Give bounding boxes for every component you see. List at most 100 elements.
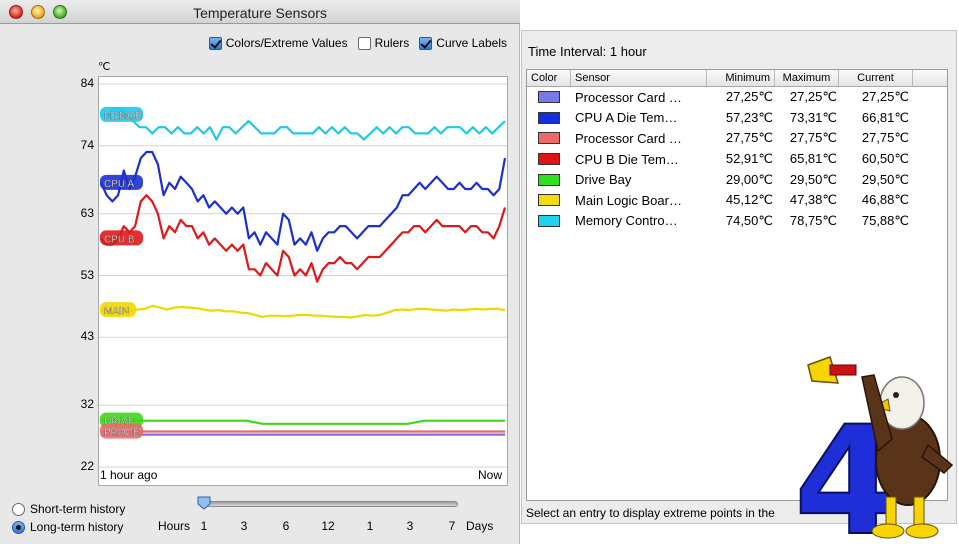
close-button[interactable] — [9, 5, 23, 19]
rulers-checkbox[interactable] — [357, 36, 371, 50]
y-tick-label: 84 — [80, 76, 94, 90]
curve-label-3: MAIN — [100, 302, 136, 317]
slider-tick-1: 3 — [240, 519, 248, 533]
temperature-chart: MEMOR CPU A CPU B MAIN DRIVE PROCE — [98, 76, 508, 486]
table-row[interactable]: Processor Card … 27,75℃ 27,75℃ 27,75℃ — [527, 128, 947, 149]
sensor-maximum: 78,75℃ — [789, 212, 837, 228]
curve-label-2: CPU B — [100, 230, 143, 246]
curve-label-5: PROCE — [100, 423, 143, 439]
column-header-color[interactable]: Color — [527, 70, 571, 86]
short-term-option[interactable]: Short-term history — [12, 500, 125, 518]
colors-extreme-checkbox[interactable] — [208, 36, 222, 50]
sensor-color-swatch — [538, 173, 560, 186]
sensor-name: Memory Contro… — [575, 213, 678, 229]
window-title: Temperature Sensors — [193, 5, 327, 21]
table-row[interactable]: Drive Bay 29,00℃ 29,50℃ 29,50℃ — [527, 169, 947, 190]
option-rulers[interactable]: Rulers — [357, 36, 409, 50]
slider-tick-0: 1 — [200, 519, 208, 533]
svg-text:MAIN: MAIN — [104, 306, 129, 317]
x-axis-end-label: Now — [478, 468, 503, 482]
table-row[interactable]: Memory Contro… 74,50℃ 78,75℃ 75,88℃ — [527, 211, 947, 232]
slider-tick-2: 6 — [282, 519, 290, 533]
slider-days-label: Days — [466, 519, 494, 533]
option-curve-labels[interactable]: Curve Labels — [419, 36, 507, 50]
minimize-button[interactable] — [31, 5, 45, 19]
title-bar[interactable]: Temperature Sensors — [0, 0, 520, 24]
svg-text:CPU B: CPU B — [104, 234, 135, 245]
sensor-maximum: 27,25℃ — [789, 89, 837, 105]
column-header-sensor[interactable]: Sensor — [571, 70, 707, 86]
svg-text:PROCE: PROCE — [104, 427, 140, 438]
sensor-current: 29,50℃ — [861, 171, 909, 187]
sensor-current: 46,88℃ — [861, 192, 909, 208]
series-line-0 — [101, 107, 506, 141]
table-row[interactable]: CPU B Die Tem… 52,91℃ 65,81℃ 60,50℃ — [527, 149, 947, 170]
svg-text:DRIVE: DRIVE — [104, 417, 135, 428]
sensor-maximum: 47,38℃ — [789, 192, 837, 208]
sensor-maximum: 29,50℃ — [789, 171, 837, 187]
slider-tick-4: 1 — [366, 519, 374, 533]
sensor-color-swatch — [538, 153, 560, 166]
eagle-mascot-image: 4 — [793, 356, 954, 544]
sensor-color-swatch — [538, 214, 560, 227]
table-body: Processor Card … 27,25℃ 27,25℃ 27,25℃ CPU A … — [527, 87, 947, 231]
color-cell — [527, 173, 571, 186]
table-row[interactable]: CPU A Die Tem… 57,23℃ 73,31℃ 66,81℃ — [527, 108, 947, 129]
sensor-color-swatch — [538, 132, 560, 145]
color-cell — [527, 132, 571, 145]
short-term-label: Short-term history — [30, 502, 126, 516]
sensor-name: Processor Card … — [575, 130, 682, 146]
sensor-color-swatch — [538, 194, 560, 207]
long-term-label: Long-term history — [30, 520, 124, 534]
history-slider-thumb[interactable] — [197, 496, 211, 510]
colors-extreme-label: Colors/Extreme Values — [225, 36, 348, 50]
color-cell — [527, 91, 571, 104]
long-term-radio[interactable] — [12, 520, 25, 534]
column-header-maximum[interactable]: Maximum — [775, 70, 839, 86]
y-tick-label: 74 — [80, 137, 94, 152]
table-row[interactable]: Processor Card … 27,25℃ 27,25℃ 27,25℃ — [527, 87, 947, 108]
sensor-minimum: 45,12℃ — [725, 192, 773, 208]
selection-hint: Select an entry to display extreme point… — [526, 506, 775, 520]
color-cell — [527, 194, 571, 207]
column-header-minimum[interactable]: Minimum — [707, 70, 775, 86]
sensor-name: CPU B Die Tem… — [575, 151, 679, 167]
history-slider-track[interactable] — [200, 501, 458, 507]
series-line-1 — [100, 150, 507, 252]
sensor-minimum: 29,00℃ — [725, 171, 773, 187]
sensor-maximum: 27,75℃ — [789, 130, 837, 146]
zoom-button[interactable] — [53, 5, 67, 19]
curve-label-1: CPU A — [100, 174, 143, 190]
sensor-current: 66,81℃ — [861, 109, 909, 125]
y-tick-label: 43 — [80, 329, 94, 344]
y-axis-unit: ℃ — [98, 61, 111, 73]
sensor-minimum: 27,75℃ — [725, 130, 773, 146]
svg-text:CPU A: CPU A — [104, 179, 134, 190]
sensor-current: 75,88℃ — [861, 212, 909, 228]
series-line-3 — [100, 304, 506, 319]
sensor-color-swatch — [538, 91, 560, 104]
sensor-table: Color Sensor Minimum Maximum Current Pro… — [526, 69, 948, 501]
sensor-maximum: 65,81℃ — [789, 151, 837, 167]
color-cell — [527, 153, 571, 166]
option-colors-extreme[interactable]: Colors/Extreme Values — [208, 36, 348, 50]
table-header: Color Sensor Minimum Maximum Current — [527, 70, 947, 87]
y-tick-label: 63 — [80, 205, 94, 220]
temperature-sensors-window: Temperature Sensors Colors/Extreme Value… — [0, 0, 520, 544]
table-row[interactable]: Main Logic Boar… 45,12℃ 47,38℃ 46,88℃ — [527, 190, 947, 211]
slider-tick-3: 12 — [321, 519, 335, 533]
sensor-minimum: 57,23℃ — [725, 109, 773, 125]
time-interval-label: Time Interval: 1 hour — [528, 44, 647, 59]
column-header-current[interactable]: Current — [839, 70, 913, 86]
short-term-radio[interactable] — [12, 502, 25, 516]
series-line-2 — [100, 194, 507, 283]
sensor-current: 27,75℃ — [861, 130, 909, 146]
curve-labels-checkbox[interactable] — [419, 36, 433, 50]
sensor-color-swatch — [538, 111, 560, 124]
color-cell — [527, 214, 571, 227]
color-cell — [527, 111, 571, 124]
sensor-current: 27,25℃ — [861, 89, 909, 105]
long-term-option[interactable]: Long-term history — [12, 518, 125, 536]
slider-tick-5: 3 — [406, 519, 414, 533]
sensor-name: CPU A Die Tem… — [575, 110, 678, 126]
